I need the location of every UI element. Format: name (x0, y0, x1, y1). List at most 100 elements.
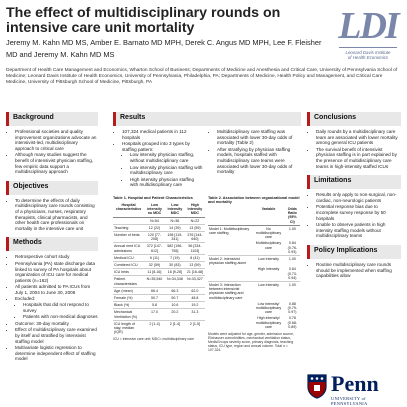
list-item: 107,324 medical patients in 112 hospital… (122, 129, 203, 140)
table-cell: 120 [77-208] (144, 230, 165, 243)
table-cell: Patient characteristics (113, 275, 145, 288)
table-cell: 13 (59) (184, 261, 205, 269)
column-header: Odds Ratio (95% CI) (284, 206, 300, 226)
methods-list: Retrospective cohort study Pennsylvania … (6, 254, 98, 362)
list-item: Hospitals grouped into 3 types by staffi… (122, 141, 203, 188)
table-cell: 66.4 (144, 286, 165, 295)
table-row: N=54 N=36 N=22 (113, 217, 205, 224)
list-item: Results only apply to non-surgical, non-… (316, 192, 401, 203)
table-row: Model 1: Multidisciplinary care staffing… (208, 225, 300, 240)
table-2-body: Model 1: Multidisciplinary care staffing… (208, 225, 300, 330)
ldi-logo-subtitle: Leonard Davis Institute of Health Econom… (335, 50, 401, 60)
table-cell: 13 (59) (184, 223, 205, 232)
ldi-logo-subtitle-line1: Leonard Davis Institute (345, 50, 391, 55)
table-cell: 19.2 (184, 301, 205, 309)
table-row: Multidisciplinary care 0.84 (0.76-0.93) (208, 240, 300, 255)
table-row: ICU beds 11 [8-16] 16 [9-28] 21 [16-48] (113, 268, 205, 276)
table-cell: 17.0 (144, 308, 165, 321)
list-item: Professional societies and quality impro… (15, 129, 98, 151)
table-cell: Model 2: Intensivist physician staffing … (208, 255, 253, 267)
table-cell: 31.3 (184, 308, 205, 321)
list-item: Multidisciplinary care staffing was asso… (217, 129, 298, 146)
table-1-grid: Hospital characteristics Low intensity n… (113, 202, 205, 336)
table-cell: 6 (11) (144, 253, 165, 262)
list-item: Low intensity physician staffing, withou… (130, 152, 203, 163)
table-cell: 32 (59) (144, 261, 165, 269)
conclusions-list: Daily rounds by a multidisciplinary care… (307, 129, 401, 169)
table-cell: 1.00 (284, 255, 300, 267)
results-left-list: 107,324 medical patients in 112 hospital… (113, 129, 203, 188)
results-heading: Results (113, 112, 301, 126)
penn-subtitle: UNIVERSITY of PENNSYLVANIA (331, 396, 368, 406)
table-cell: 0.78 (0.68-0.89) (287, 316, 298, 329)
table-row: Patient characteristics N=35,540 N=34,348 N… (113, 275, 205, 288)
table-cell: Medical ICU (113, 253, 145, 262)
ldi-logo-subtitle-line2: of Health Economics (347, 55, 389, 61)
table-header-row: Variable Odds Ratio (95% CI) (208, 206, 300, 226)
penn-shield-icon (307, 374, 327, 399)
table-cell: 198 [119-341] (164, 230, 185, 243)
table-cell: N=35,540 (144, 275, 165, 288)
table-cell: 372 [147-612] (144, 242, 165, 255)
table-cell: High intensity (257, 267, 280, 272)
list-item: High intensity physician staffing with m… (130, 177, 203, 188)
table-row: Model 3: Interaction between intensivist… (208, 281, 300, 301)
table-row: Mechanical Ventilation (%) 17.0 20.2 31.3 (113, 308, 205, 321)
author-list: Jeremy M. Kahn MD MS, Amber E. Barnato M… (6, 38, 322, 59)
affiliations: Department of Health Care Management and… (6, 68, 398, 86)
list-item: Multivariate logistic regression to dete… (15, 345, 98, 362)
table-cell (208, 240, 252, 255)
table-cell: 2 [1-4] (144, 319, 165, 336)
table-cell: 56 [334-1103] (184, 242, 205, 255)
table-cell: Female (%) (113, 294, 145, 302)
table-cell: 1.00 (288, 226, 296, 231)
list-item: After stratifying by physician staffing … (217, 147, 298, 175)
table-row: Annual med ICU admissions 372 [147-612] 58… (113, 242, 205, 255)
list-item: Although many studies suggest the benefi… (15, 152, 98, 174)
table-cell: Black (%) (113, 301, 145, 309)
column-header: Hospital characteristics (113, 202, 145, 218)
table-row: Number of beds 120 [77-208] 198 [119-341] 3… (113, 230, 205, 243)
table-1-body: N=54 N=36 N=22 Teaching 12 (22) 14 (39) 13 (59… (113, 217, 205, 336)
table-cell: 0.84 (0.76-0.93) (287, 241, 298, 254)
table-cell: Low intensity (252, 255, 285, 267)
table-cell: Model 3: Interaction between intensivist… (208, 281, 253, 301)
list-item: All patients admitted to PA ICUs from Ju… (15, 284, 98, 295)
table-cell: 582 [196-755] (164, 242, 185, 255)
table-cell: N=36 (170, 218, 180, 223)
policy-list: Routine multidisciplinary care rounds sh… (307, 262, 401, 279)
list-item: Outcome: 30-day mortality (15, 321, 98, 327)
table-cell: Model 1: Multidisciplinary care staffing (209, 226, 250, 236)
table-cell: 376 [144-640] (184, 230, 205, 243)
table-cell: 10.6 (164, 301, 185, 309)
table-1-footnote: ICU = intensive care unit; MDC= multidis… (113, 337, 195, 342)
table-cell: 30 (83) (164, 261, 185, 269)
table-cell (208, 266, 252, 281)
table-2-footnote: Models were adjusted for age, gender, ad… (208, 332, 294, 353)
background-heading: Background (6, 112, 98, 126)
table-cell: 11 [8-16] (144, 268, 165, 276)
table-cell: Mechanical Ventilation (%) (113, 308, 145, 321)
poster-header: The effect of multidisciplinary rounds o… (0, 0, 407, 115)
table-row: High intensity 0.84 (0.73-0.94) (208, 266, 300, 281)
list-item: Retrospective cohort study (15, 254, 98, 260)
conclusions-heading: Conclusions (307, 112, 401, 126)
ldi-logo-letters: LDI (338, 5, 399, 47)
list-item: To determine the effects of daily multid… (15, 198, 98, 232)
table-row: High intensity/ multidisciplinary care 0.… (208, 315, 300, 330)
table-1-caption: Table 1. Hospital and Patient Characteri… (113, 196, 193, 200)
table-row: Age (mean) 66.4 66.3 62.0 (113, 286, 205, 295)
table-row: Model 2: Intensivist physician staffing … (208, 255, 300, 267)
excluded-sublist: Hospitals that did not respond to survey… (15, 302, 98, 320)
table-row: ICU length of stay, median (IQR) 2 [1-4] 2… (113, 319, 205, 336)
column-header: Variable (252, 206, 285, 226)
table-cell: 14 (39) (164, 223, 185, 232)
results-column: Results (113, 112, 301, 129)
policy-heading: Policy Implications (307, 244, 401, 259)
list-item: Routine multidisciplinary care rounds sh… (316, 262, 401, 279)
table-cell: 48.8 (184, 294, 205, 302)
limitations-heading: Limitations (307, 175, 401, 190)
table-cell: 12 (22) (144, 223, 165, 232)
list-item: Potential response bias due to incomplet… (316, 204, 401, 221)
results-right: Multidisciplinary care staffing was asso… (208, 129, 298, 181)
